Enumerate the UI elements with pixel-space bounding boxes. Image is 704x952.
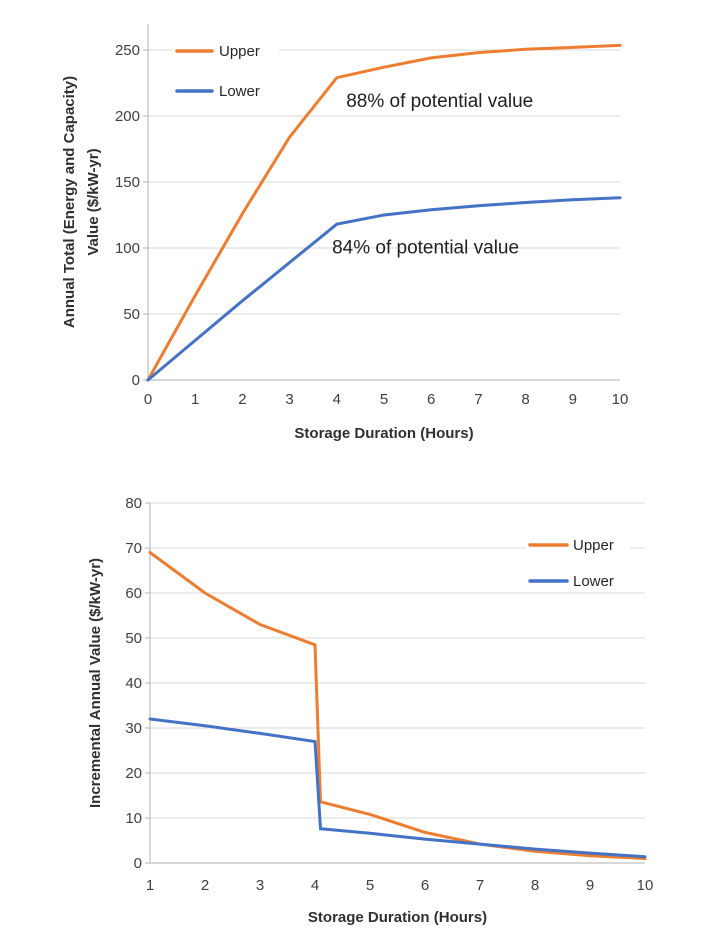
legend-label-lower: Lower [573,573,614,590]
x-tick-label: 7 [474,391,482,408]
x-tick-label: 1 [146,877,154,894]
y-tick-label: 40 [125,675,142,692]
y-tick-label: 80 [125,495,142,512]
incremental-annual-value-figure: 0 10 20 30 40 50 60 70 80 1 2 3 4 5 6 7 8 9 10 Storage Dura… [0,470,704,952]
legend-row-bg [173,42,279,60]
x-tick-label: 1 [191,391,199,408]
y-tick-label: 50 [123,306,140,323]
y-tick-label: 50 [125,630,142,647]
x-tick-label: 0 [144,391,152,408]
x-tick-label: 3 [285,391,293,408]
series-line-lower [146,196,622,382]
x-tick-label: 10 [637,877,654,894]
series-line-lower [148,717,647,859]
x-tick-label: 5 [380,391,388,408]
y-tick-label: 200 [115,108,140,125]
incremental-annual-value-chart: 0 10 20 30 40 50 60 70 80 1 2 3 4 5 6 7 8 9 10 Storage Dura… [87,495,654,926]
x-tick-label: 8 [531,877,539,894]
y-tick-label: 0 [134,855,142,872]
legend: Upper Lower [526,536,630,590]
legend-row-bg [526,572,630,590]
legend-row-bg [173,82,279,100]
y-tick-label: 100 [115,240,140,257]
x-tick-label: 10 [612,391,629,408]
legend-label-upper: Upper [219,43,260,60]
x-tick-label: 7 [476,877,484,894]
y-axis-title: Value ($/kW-yr) [85,148,102,255]
y-tick-label: 250 [115,42,140,59]
annual-total-value-figure: 0 50 100 150 200 250 0 1 2 3 4 5 6 7 8 9 10 Storage Durat… [0,0,704,470]
legend-row-bg [526,536,630,554]
x-tick-label: 8 [521,391,529,408]
y-tick-label: 0 [132,372,140,389]
y-axis-title: Annual Total (Energy and Capacity) [61,76,78,328]
x-tick-label: 6 [427,391,435,408]
legend-label-upper: Upper [573,537,614,554]
x-axis-title: Storage Duration (Hours) [308,909,487,926]
annual-total-value-chart: 0 50 100 150 200 250 0 1 2 3 4 5 6 7 8 9 10 Storage Durat… [61,24,629,442]
y-tick-label: 10 [125,810,142,827]
annotation: 88% of potential value [346,91,533,112]
y-tick-label: 20 [125,765,142,782]
x-tick-label: 2 [201,877,209,894]
x-tick-label: 9 [569,391,577,408]
x-tick-label: 9 [586,877,594,894]
x-tick-label: 2 [238,391,246,408]
x-tick-label: 4 [333,391,341,408]
x-tick-label: 3 [256,877,264,894]
annotation: 84% of potential value [332,237,519,258]
y-tick-label: 70 [125,540,142,557]
y-tick-label: 60 [125,585,142,602]
y-tick-label: 150 [115,174,140,191]
legend: Upper Lower [173,42,279,100]
x-tick-label: 6 [421,877,429,894]
y-axis-title: Incremental Annual Value ($/kW-yr) [87,558,104,808]
legend-label-lower: Lower [219,83,260,100]
x-tick-label: 5 [366,877,374,894]
x-tick-label: 4 [311,877,319,894]
series-line-upper [148,551,647,860]
y-tick-label: 30 [125,720,142,737]
x-axis-title: Storage Duration (Hours) [294,425,473,442]
series-line-upper [146,43,622,382]
